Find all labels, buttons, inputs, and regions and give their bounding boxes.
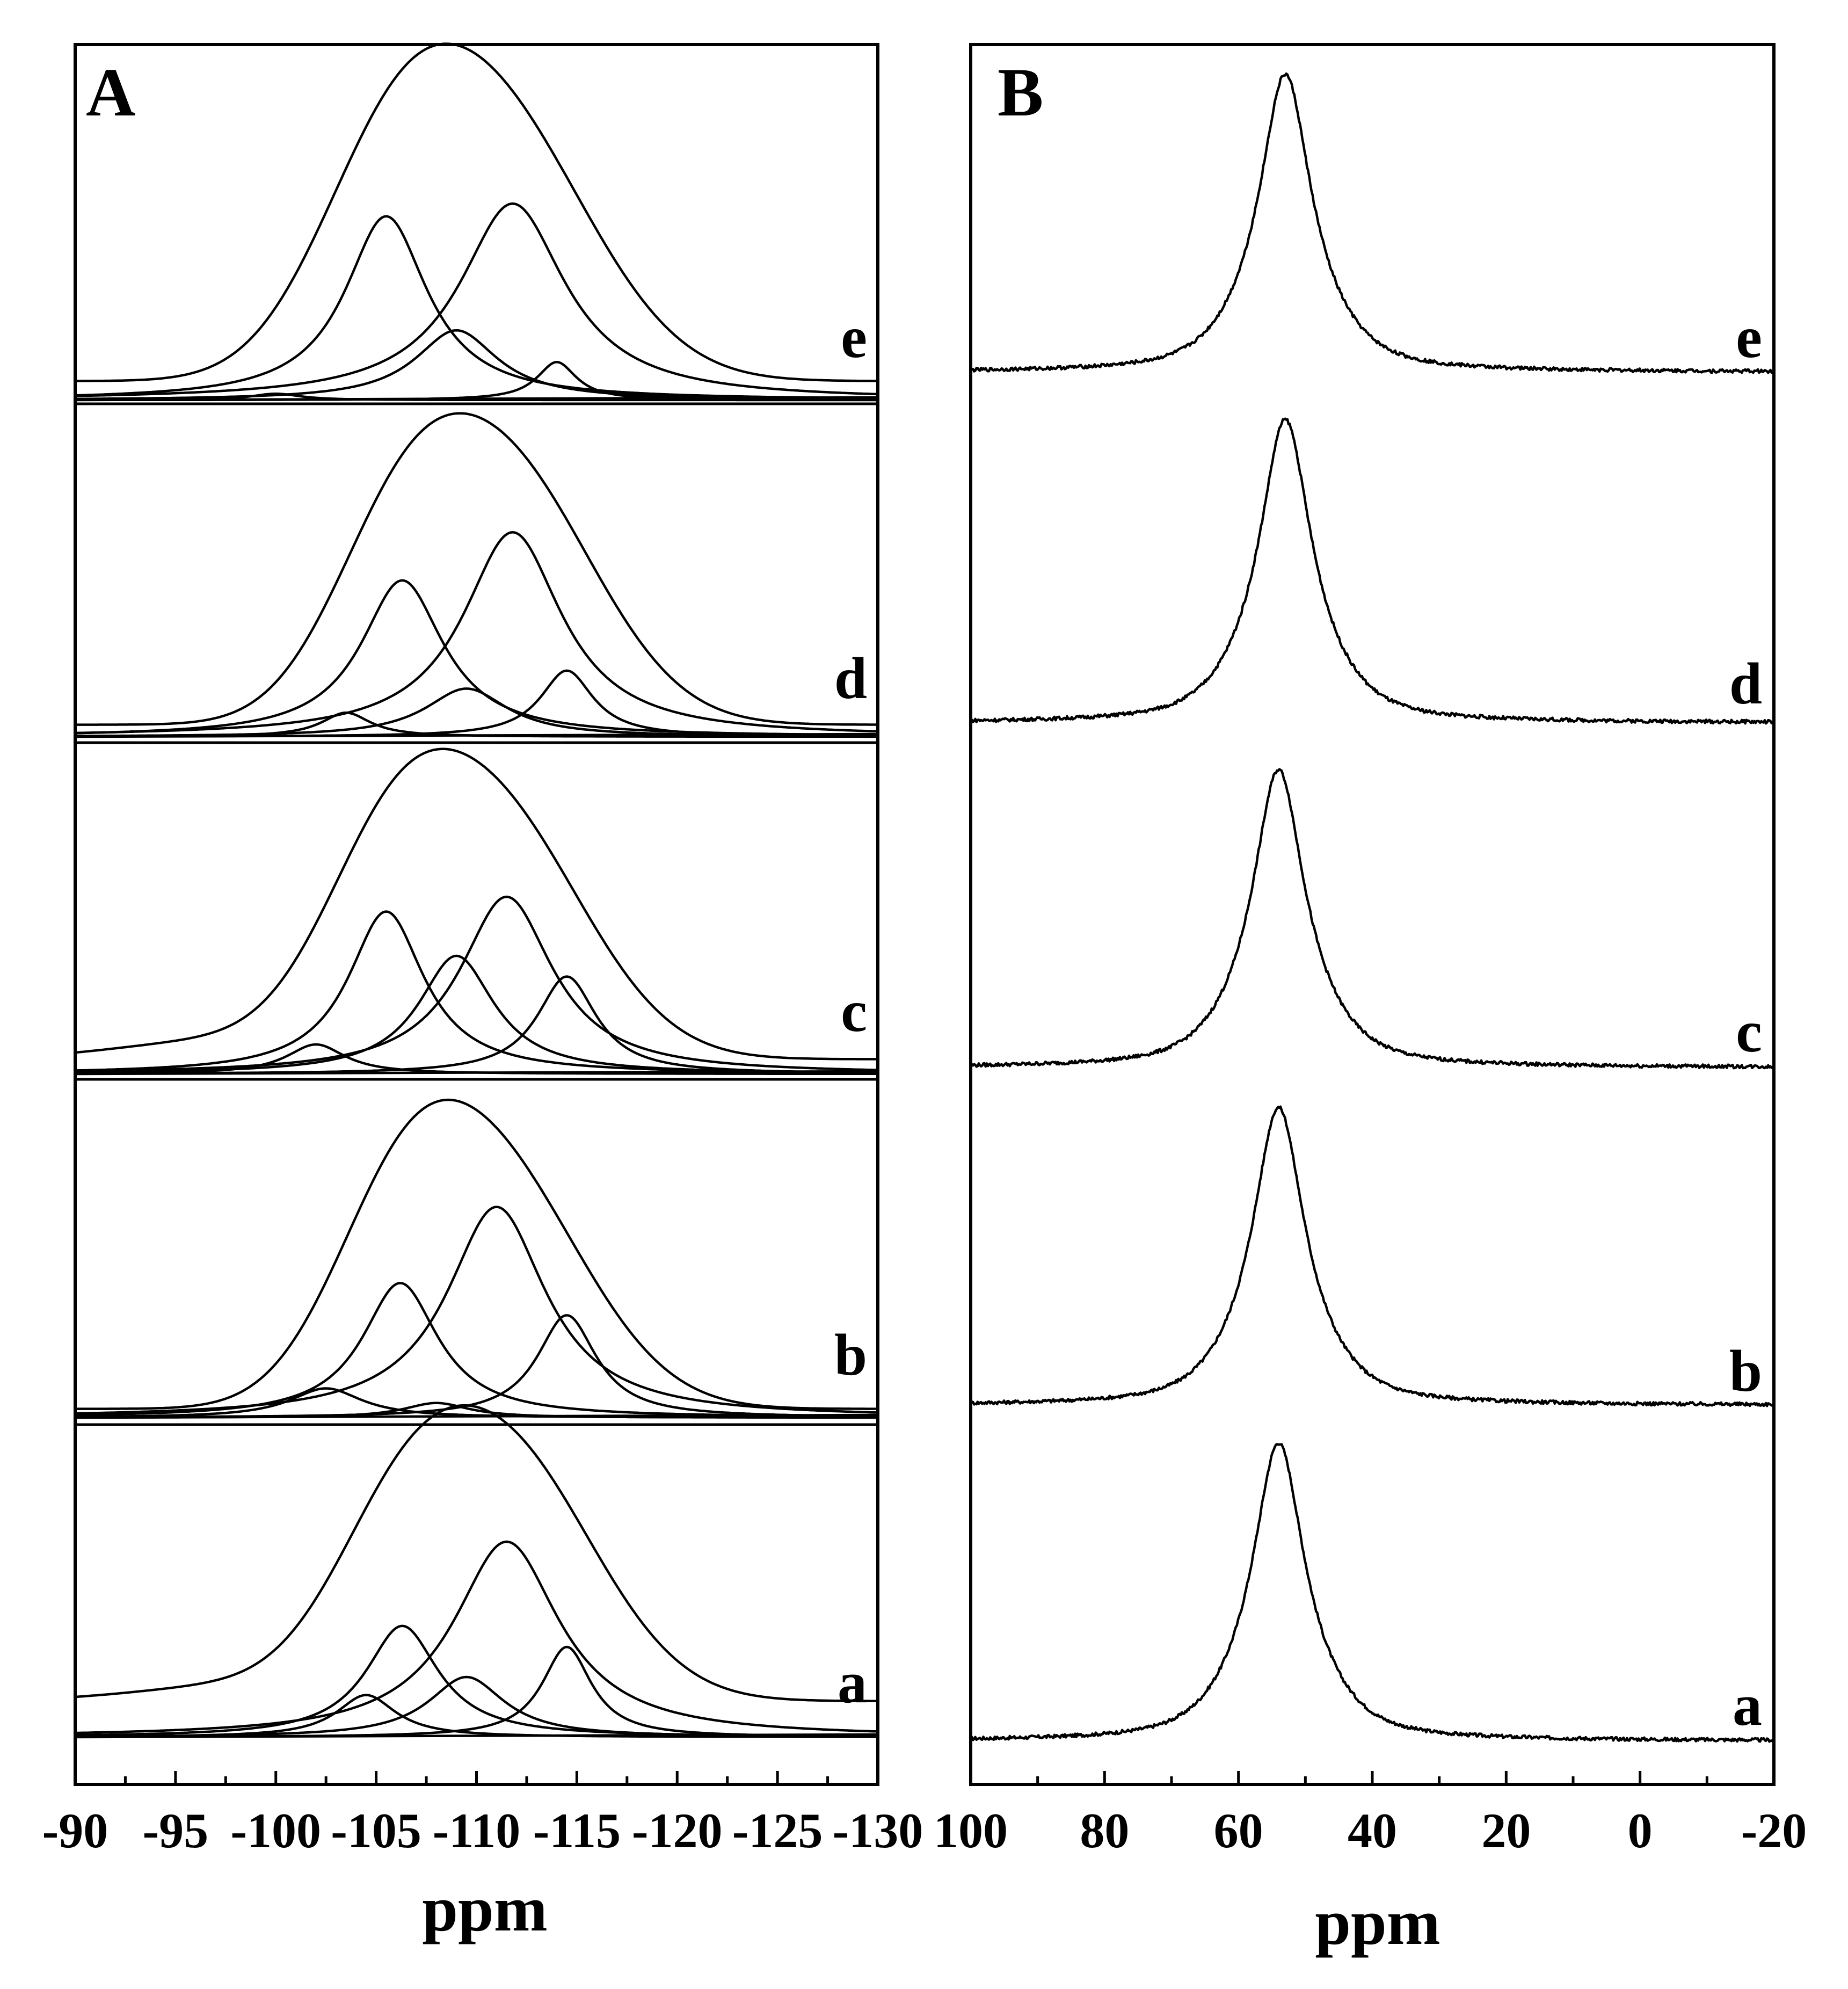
series-label-d: d — [834, 645, 867, 711]
panel-b-x-axis-label: ppm — [1315, 1886, 1440, 1958]
series-b-envelope — [74, 1098, 879, 1410]
tick-label: -110 — [433, 1803, 521, 1858]
series-label-e: e — [1736, 304, 1762, 370]
series-c-component-4 — [74, 895, 879, 1072]
tick-label: -105 — [331, 1803, 421, 1858]
tick-label: -100 — [230, 1803, 321, 1858]
tick-label: -90 — [42, 1803, 108, 1858]
series-label-d: d — [1729, 651, 1762, 716]
panel-b-curves — [969, 72, 1776, 1743]
panel-b-series-labels: a b c d e — [1729, 304, 1762, 1738]
series-e-component-2 — [74, 215, 879, 400]
panel-a-ticks — [74, 1771, 879, 1784]
panel-a-x-axis-label: ppm — [422, 1873, 547, 1944]
series-c-component-5 — [74, 975, 879, 1075]
series-label-c: c — [841, 978, 867, 1044]
series-d-spectrum — [969, 417, 1776, 725]
series-e — [74, 42, 879, 402]
series-c-baseline — [74, 1070, 879, 1076]
series-e-baseline — [74, 396, 879, 402]
series-label-c: c — [1736, 999, 1762, 1064]
panel-b-label: B — [998, 54, 1043, 130]
series-d — [74, 412, 879, 738]
series-a-component-5 — [74, 1645, 879, 1738]
series-a — [74, 1404, 879, 1739]
series-a-envelope — [74, 1404, 879, 1702]
panel-a-series-labels: a b c d e — [834, 304, 867, 1715]
series-a-component-1 — [74, 1694, 879, 1738]
series-b-component-5 — [74, 1314, 879, 1419]
tick-label: 40 — [1348, 1803, 1397, 1858]
panel-b-ticks — [969, 1771, 1776, 1784]
panel-a: A -90 -95 -100 -105 -110 -115 -120 -125 -130 a b c… — [42, 42, 923, 1944]
series-label-a: a — [1733, 1672, 1762, 1738]
series-d-component-4 — [74, 531, 879, 735]
series-b-baseline — [74, 1413, 879, 1419]
series-b-spectrum — [969, 1105, 1776, 1407]
tick-label: -120 — [632, 1803, 723, 1858]
series-d-component-2 — [74, 579, 879, 737]
series-b-component-2 — [74, 1282, 879, 1418]
panel-b-tick-labels: 100 80 60 40 20 0 -20 — [934, 1803, 1807, 1858]
series-label-a: a — [838, 1650, 867, 1715]
series-label-b: b — [834, 1322, 867, 1388]
tick-label: 0 — [1628, 1803, 1653, 1858]
series-d-component-5 — [74, 669, 879, 738]
tick-label: 20 — [1481, 1803, 1531, 1858]
series-label-b: b — [1729, 1338, 1762, 1404]
panel-a-tick-labels: -90 -95 -100 -105 -110 -115 -120 -125 -130 — [42, 1803, 923, 1858]
series-a-baseline — [74, 1733, 879, 1739]
series-e-spectrum — [969, 72, 1776, 374]
tick-label: -125 — [732, 1803, 823, 1858]
panel-a-frame — [74, 43, 879, 1786]
panel-b-frame — [969, 43, 1776, 1786]
tick-label: -115 — [533, 1803, 621, 1858]
series-d-envelope — [74, 412, 879, 726]
tick-label: 100 — [934, 1803, 1008, 1858]
tick-label: -20 — [1741, 1803, 1807, 1858]
series-label-e: e — [841, 304, 867, 370]
series-e-component-4 — [74, 202, 879, 397]
series-e-envelope — [74, 42, 879, 382]
tick-label: 60 — [1214, 1803, 1263, 1858]
tick-label: -95 — [143, 1803, 209, 1858]
series-e-component-5 — [74, 360, 879, 402]
series-b-component-4 — [74, 1206, 879, 1415]
series-c-spectrum — [969, 768, 1776, 1070]
series-c — [74, 747, 879, 1076]
panel-a-label: A — [86, 54, 135, 130]
series-d-baseline — [74, 732, 879, 738]
series-a-component-4 — [74, 1540, 879, 1734]
series-b — [74, 1098, 879, 1419]
series-a-spectrum — [969, 1443, 1776, 1743]
panel-b: B 100 80 60 40 20 0 -20 a b c d e ppm — [934, 43, 1807, 1958]
series-c-envelope — [74, 747, 879, 1061]
tick-label: -130 — [833, 1803, 923, 1858]
tick-label: 80 — [1080, 1803, 1129, 1858]
panel-a-curves — [74, 42, 879, 1739]
